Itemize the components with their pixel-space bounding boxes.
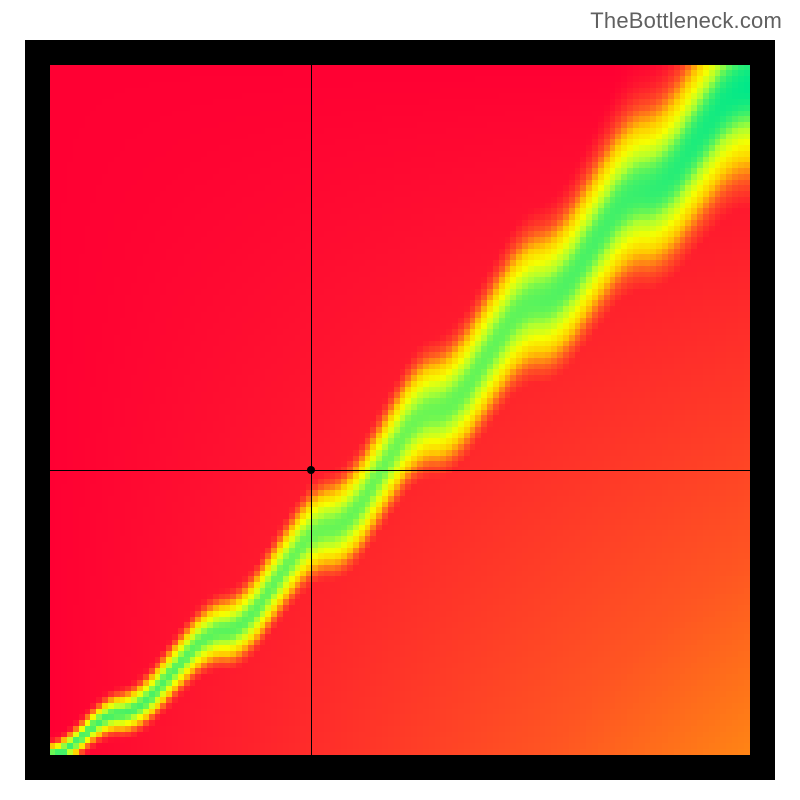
heatmap-canvas <box>50 65 750 755</box>
chart-root: TheBottleneck.com <box>0 0 800 800</box>
plot-frame <box>25 40 775 780</box>
crosshair-vertical <box>311 65 312 755</box>
crosshair-horizontal <box>50 470 750 471</box>
watermark-text: TheBottleneck.com <box>590 8 782 34</box>
